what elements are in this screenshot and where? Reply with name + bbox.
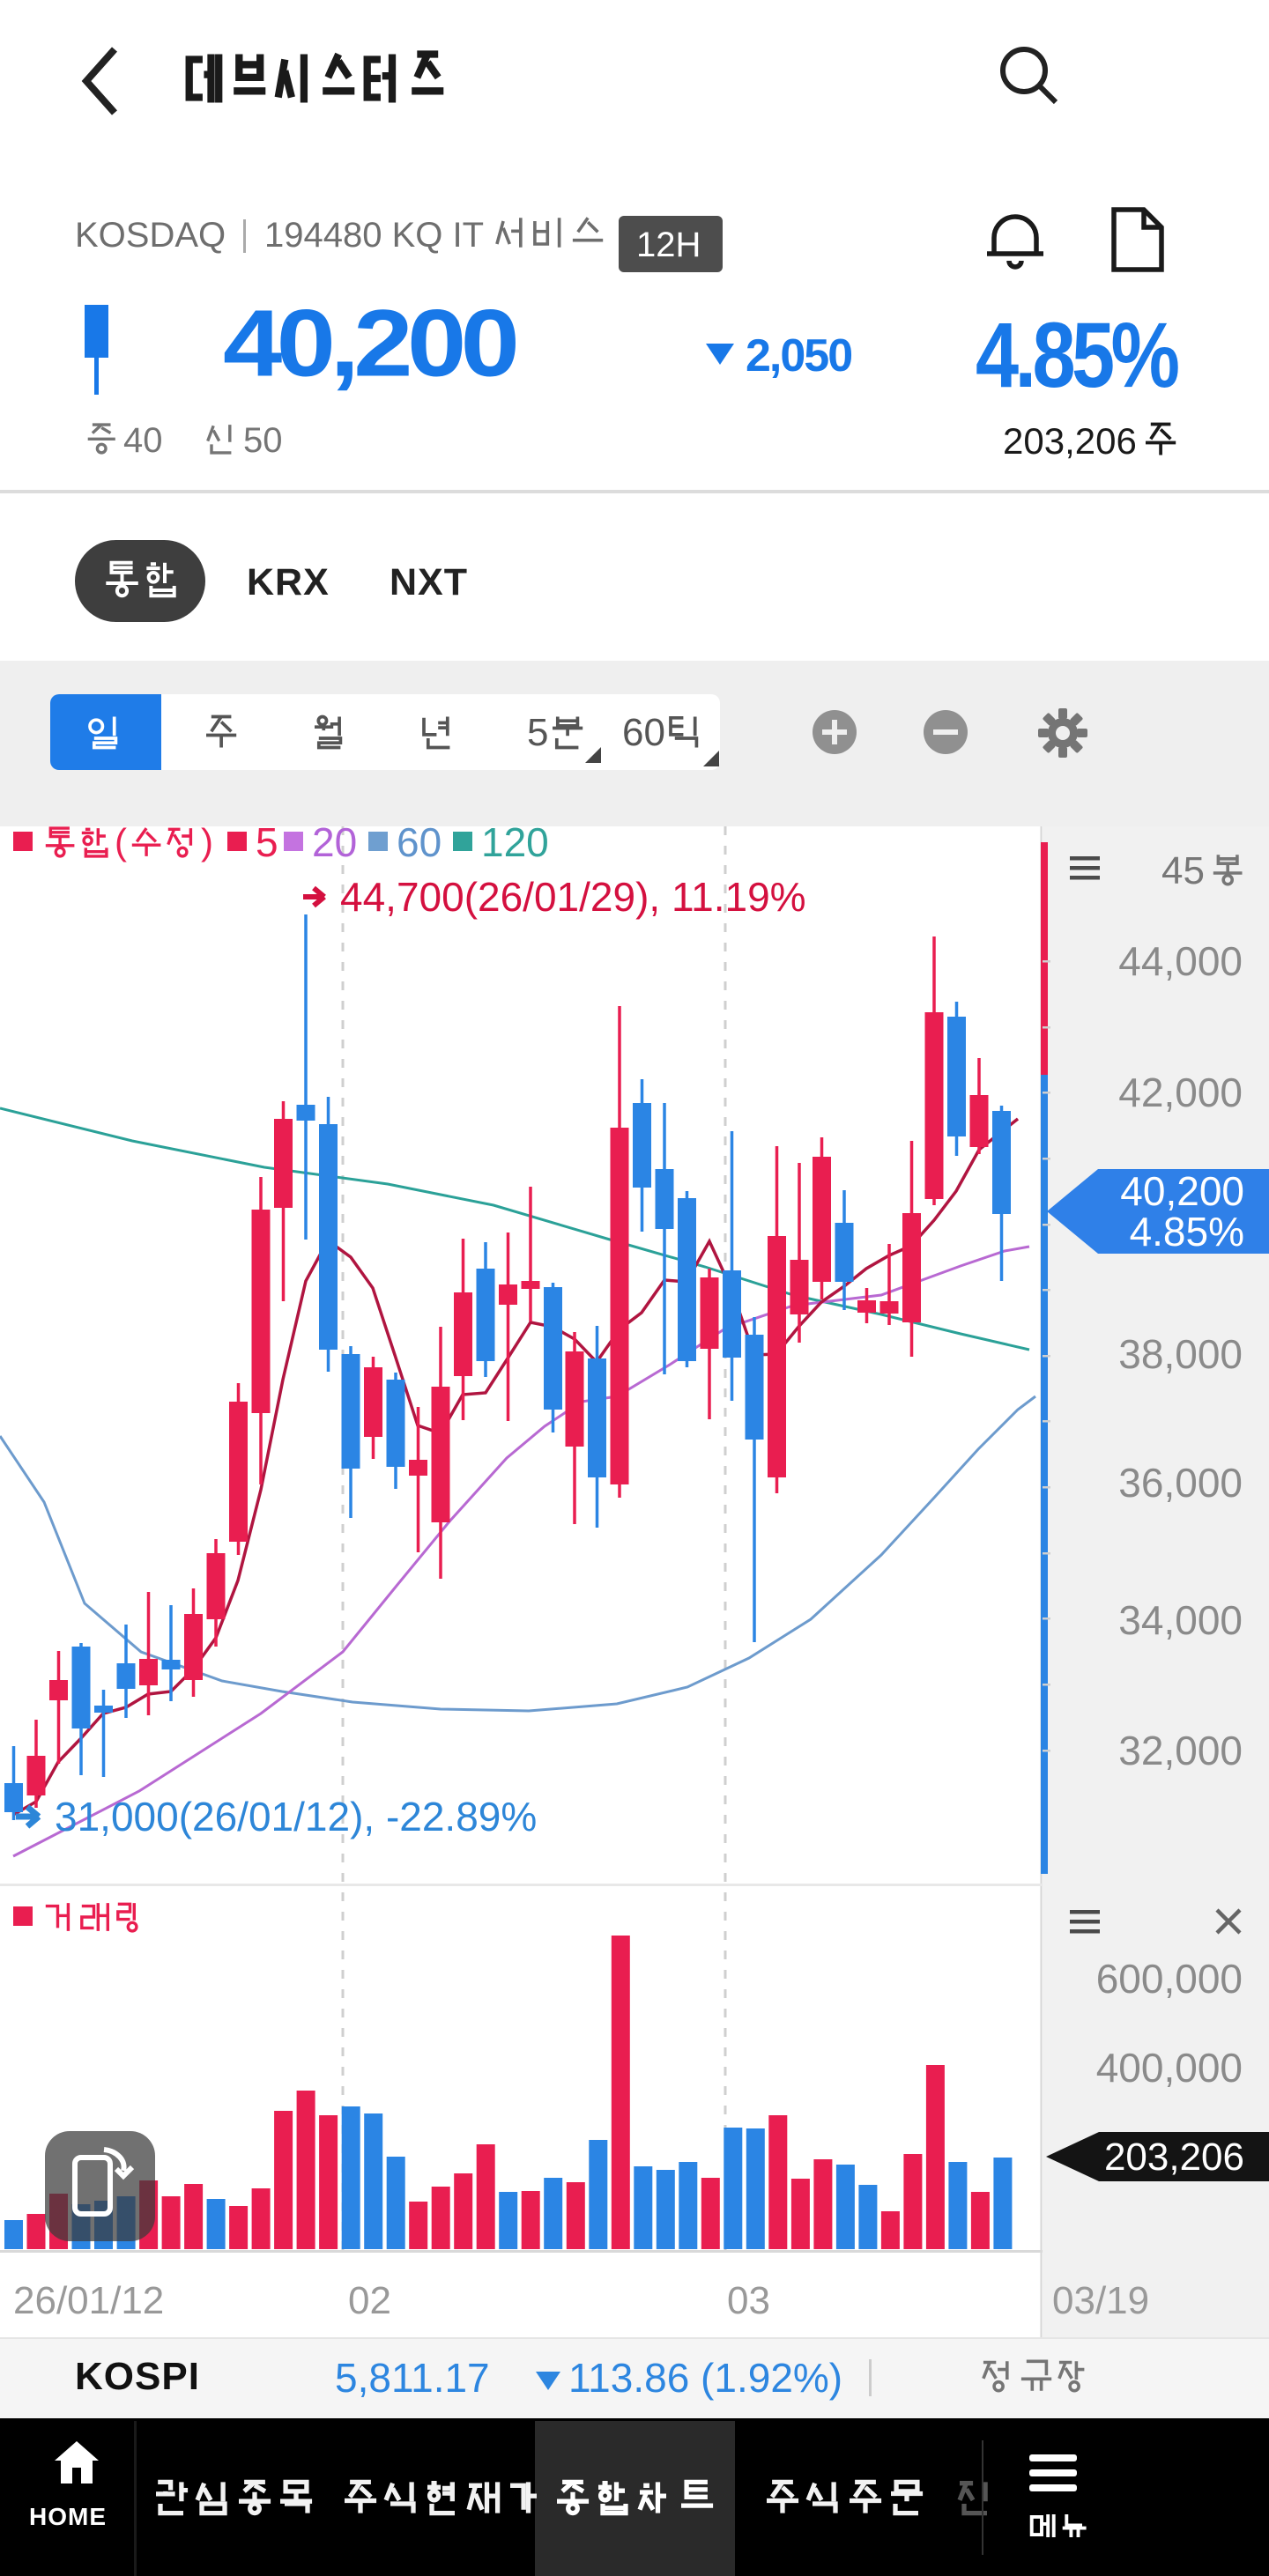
svg-text:26/01/12: 26/01/12 [13, 2279, 164, 2322]
svg-text:600,000: 600,000 [1096, 1956, 1243, 2002]
svg-text:(: ( [115, 821, 127, 862]
svg-text:400,000: 400,000 [1096, 2045, 1243, 2091]
svg-text:60: 60 [397, 819, 442, 865]
svg-text:5: 5 [256, 819, 278, 865]
svg-text:03/19: 03/19 [1052, 2279, 1149, 2322]
svg-text:20: 20 [312, 819, 357, 865]
svg-text:44,000: 44,000 [1118, 938, 1243, 984]
svg-text:03: 03 [727, 2279, 770, 2322]
svg-text:120: 120 [481, 819, 549, 865]
svg-text:203,206: 203,206 [1104, 2136, 1244, 2179]
svg-text:31,000(26/01/12), -22.89%: 31,000(26/01/12), -22.89% [55, 1794, 537, 1839]
svg-text:32,000: 32,000 [1118, 1728, 1243, 1773]
svg-text:34,000: 34,000 [1118, 1597, 1243, 1643]
svg-text:38,000: 38,000 [1118, 1331, 1243, 1377]
svg-text:45: 45 [1161, 849, 1205, 892]
svg-text:36,000: 36,000 [1118, 1460, 1243, 1506]
svg-text:): ) [201, 821, 213, 862]
svg-text:4.85%: 4.85% [1130, 1209, 1244, 1255]
svg-text:42,000: 42,000 [1118, 1070, 1243, 1115]
svg-text:02: 02 [348, 2279, 391, 2322]
svg-text:44,700(26/01/29), 11.19%: 44,700(26/01/29), 11.19% [340, 874, 806, 920]
svg-text:40,200: 40,200 [1120, 1168, 1244, 1214]
